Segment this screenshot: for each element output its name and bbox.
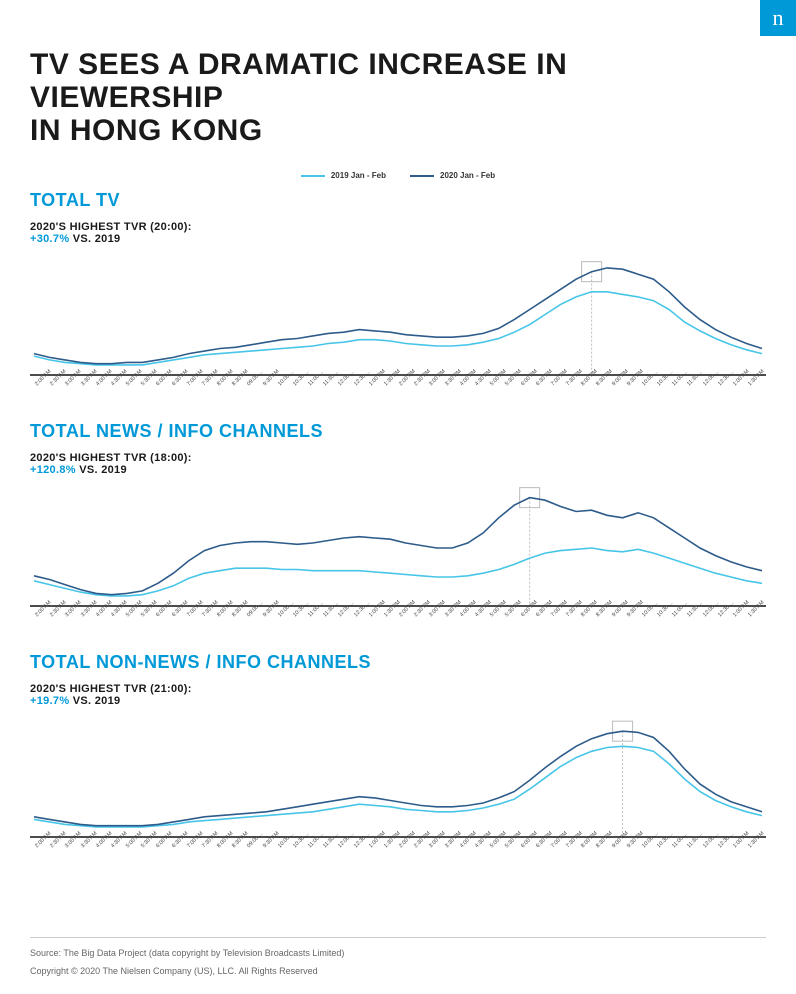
line-2019 <box>34 292 762 365</box>
line-2020 <box>34 731 762 826</box>
legend-swatch-2019 <box>301 175 325 177</box>
footer-source: Source: The Big Data Project (data copyr… <box>30 948 766 958</box>
legend-label-2019: 2019 Jan - Feb <box>331 171 386 180</box>
legend-swatch-2020 <box>410 175 434 177</box>
footer-copyright: Copyright © 2020 The Nielsen Company (US… <box>30 966 766 976</box>
chart-svg <box>30 671 766 841</box>
line-2019 <box>34 746 762 827</box>
legend-item-2019: 2019 Jan - Feb <box>301 171 386 180</box>
legend-label-2020: 2020 Jan - Feb <box>440 171 495 180</box>
chart-title: TOTAL NON-NEWS / INFO CHANNELS <box>30 652 766 673</box>
footer: Source: The Big Data Project (data copyr… <box>30 937 766 976</box>
chart-total-news: TOTAL NEWS / INFO CHANNELS2020'S HIGHEST… <box>0 421 796 642</box>
x-axis-labels: 2:00 AM2:30 AM3:00 AM3:30 AM4:00 AM4:30 … <box>30 383 766 411</box>
line-2019 <box>34 548 762 596</box>
legend-item-2020: 2020 Jan - Feb <box>410 171 495 180</box>
page-title: TV SEES A DRAMATIC INCREASE IN VIEWERSHI… <box>0 0 796 147</box>
chart-svg <box>30 440 766 610</box>
chart-total-nonnews: TOTAL NON-NEWS / INFO CHANNELS2020'S HIG… <box>0 652 796 873</box>
nielsen-logo: n <box>760 0 796 36</box>
x-axis-labels: 2:00 AM2:30 AM3:00 AM3:30 AM4:00 AM4:30 … <box>30 614 766 642</box>
line-2020 <box>34 498 762 595</box>
chart-title: TOTAL NEWS / INFO CHANNELS <box>30 421 766 442</box>
line-2020 <box>34 268 762 364</box>
x-axis-labels: 2:00 AM2:30 AM3:00 AM3:30 AM4:00 AM4:30 … <box>30 845 766 873</box>
chart-title: TOTAL TV <box>30 190 766 211</box>
chart-total-tv: TOTAL TV2020'S HIGHEST TVR (20:00):+30.7… <box>0 190 796 411</box>
chart-svg <box>30 209 766 379</box>
legend: 2019 Jan - Feb 2020 Jan - Feb <box>0 171 796 180</box>
